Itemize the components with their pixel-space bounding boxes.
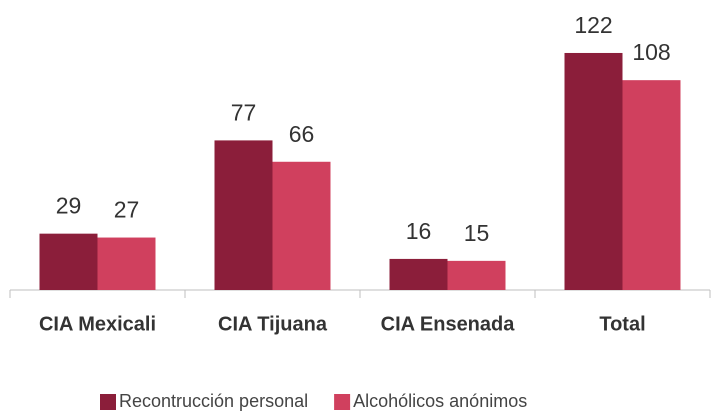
value-label: 15 <box>464 220 490 246</box>
x-tick-label: CIA Mexicali <box>39 313 156 335</box>
bar <box>39 233 98 290</box>
bar <box>272 161 331 290</box>
value-label: 27 <box>114 197 140 223</box>
value-label: 122 <box>574 12 612 38</box>
value-label: 77 <box>231 99 257 125</box>
value-label: 66 <box>289 121 315 147</box>
legend-swatch <box>100 394 116 410</box>
x-tick-label: CIA Ensenada <box>381 313 516 335</box>
value-label: 108 <box>632 39 670 65</box>
legend-label: Alcohólicos anónimos <box>353 391 527 411</box>
value-label: 16 <box>406 218 432 244</box>
bar <box>389 258 448 290</box>
value-label: 29 <box>56 193 82 219</box>
x-tick-label: CIA Tijuana <box>218 313 328 335</box>
bar <box>564 52 623 290</box>
x-tick-label: Total <box>599 313 645 335</box>
bar <box>447 260 506 290</box>
legend-label: Recontrucción personal <box>119 391 308 411</box>
bar <box>622 80 681 291</box>
legend-swatch <box>334 394 351 410</box>
bar <box>97 237 156 290</box>
bar <box>214 140 273 290</box>
